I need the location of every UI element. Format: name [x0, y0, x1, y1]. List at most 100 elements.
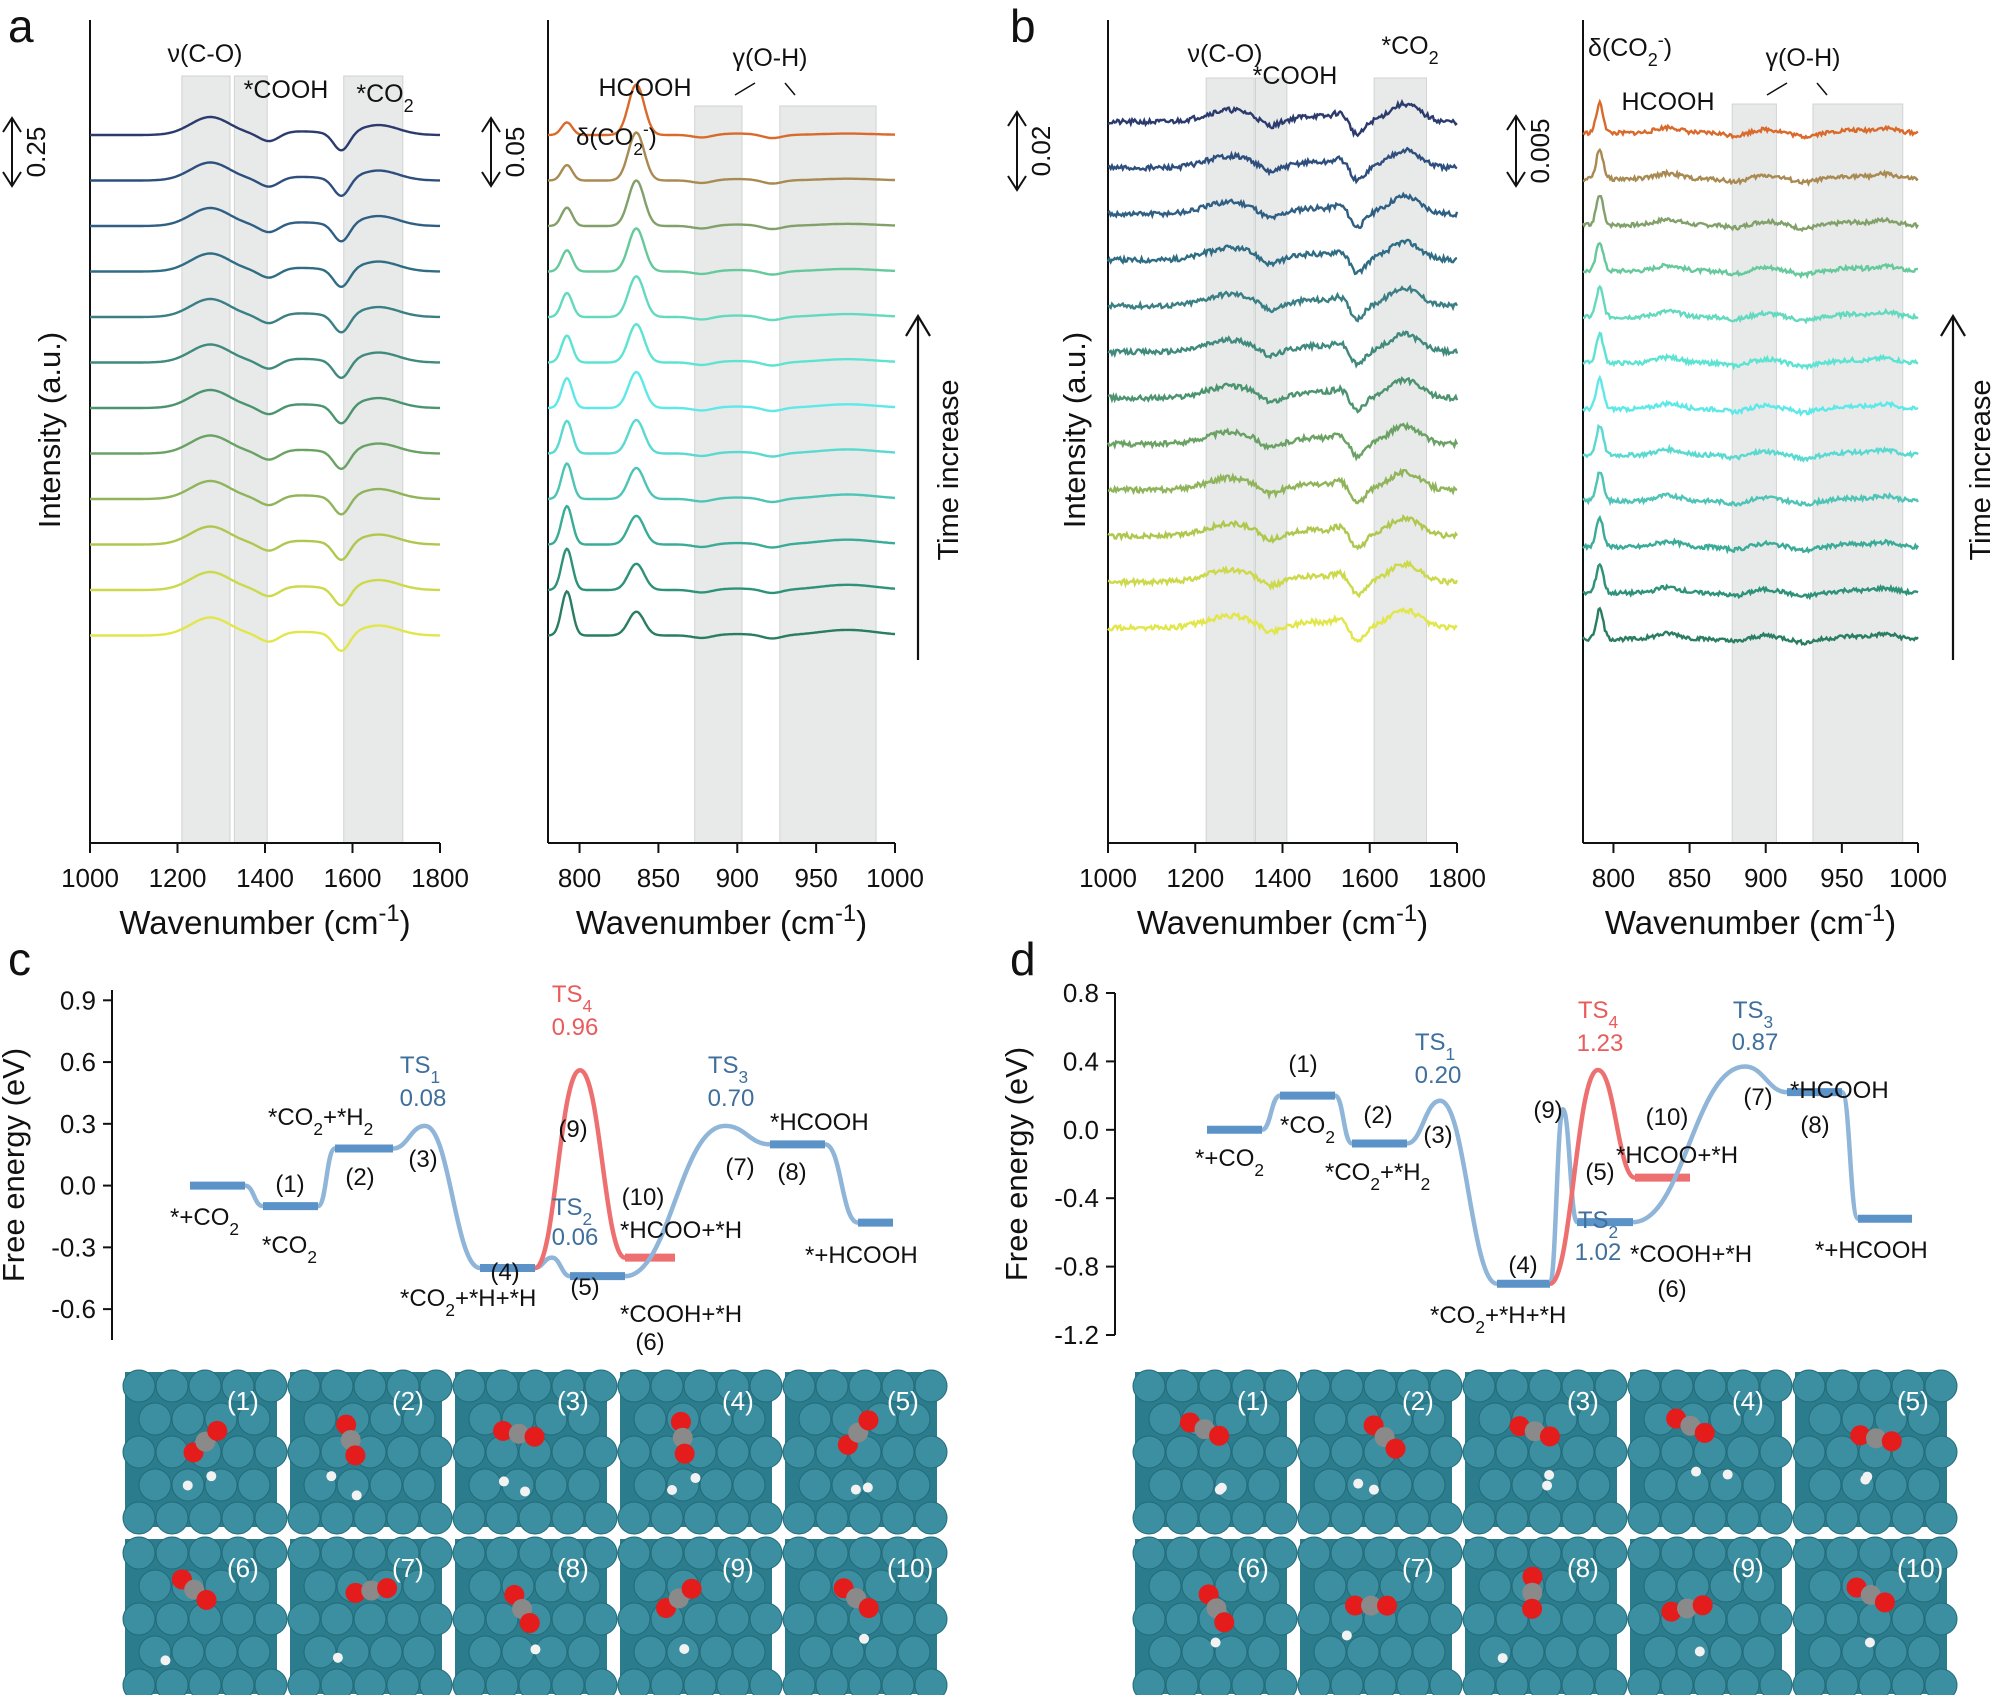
slab-atom	[815, 1536, 849, 1570]
x-axis-label-part: Wavenumber (cm	[1605, 904, 1864, 941]
slab-atom	[567, 1468, 601, 1502]
spectrum-line-2	[1107, 146, 1458, 185]
slab-atom	[815, 1501, 849, 1535]
slab-atom	[402, 1468, 436, 1502]
structure-label-4: (4)	[722, 1386, 754, 1416]
state-label-s6: *COOH+*H	[620, 1301, 742, 1328]
slab-atom	[485, 1602, 519, 1636]
slab-atom	[1148, 1635, 1182, 1669]
spectrum-line-12	[1582, 606, 1919, 646]
slab-atom	[1759, 1369, 1793, 1403]
spectrum-line-3	[90, 206, 440, 243]
structure-label-7: (7)	[1402, 1553, 1434, 1583]
hydrogen-atom	[1368, 1484, 1379, 1495]
scale-bar-label: 0.25	[21, 127, 51, 178]
slab-atom	[518, 1668, 552, 1695]
state-num-6: (6)	[1657, 1276, 1686, 1303]
slab-atom	[1561, 1602, 1595, 1636]
slab-atom	[1891, 1501, 1925, 1535]
slab-atom	[1792, 1668, 1826, 1695]
structure-label-10: (10)	[887, 1553, 933, 1583]
y-axis-label: Intensity (a.u.)	[1057, 332, 1092, 528]
slab-atom	[402, 1569, 436, 1603]
state-label-s2-part: *CO	[1325, 1159, 1370, 1186]
slab-atom	[122, 1501, 156, 1535]
state-label-s1-part: 2	[307, 1247, 317, 1267]
spectrum-line-3	[1581, 194, 1920, 233]
structure-label-3: (3)	[557, 1386, 589, 1416]
slab-atom	[1709, 1635, 1743, 1669]
state-label-s10: *HCOO+*H	[620, 1217, 742, 1244]
slab-atom	[485, 1369, 519, 1403]
hydrogen-atom	[1542, 1480, 1553, 1491]
carbon-atom	[1866, 1428, 1887, 1449]
slab-atom	[1693, 1369, 1727, 1403]
spectrum-line-12	[1107, 606, 1458, 644]
slab-atom	[749, 1501, 783, 1535]
slab-atom	[221, 1435, 255, 1469]
structure-label-10: (10)	[1897, 1553, 1943, 1583]
slab-atom	[1379, 1635, 1413, 1669]
structure-label-5: (5)	[1897, 1386, 1929, 1416]
slab-atom	[683, 1602, 717, 1636]
state-label-s1-part: *CO	[1280, 1112, 1325, 1139]
slab-atom	[1462, 1435, 1496, 1469]
state-label-s1: *CO2	[262, 1232, 317, 1267]
ts4-label-part: TS	[552, 981, 583, 1008]
slab-atom	[1511, 1635, 1545, 1669]
spectrum-line-6	[1107, 330, 1459, 369]
slab-atom	[1396, 1668, 1430, 1695]
slab-atom	[914, 1536, 948, 1570]
slab-atom	[1297, 1501, 1331, 1535]
slab-atom	[534, 1635, 568, 1669]
slab-atom	[1330, 1501, 1364, 1535]
hydrogen-atom	[859, 1633, 870, 1644]
x-tick-label: 1000	[1889, 863, 1947, 893]
slab-atom	[782, 1602, 816, 1636]
x-axis-label-part: )	[856, 904, 867, 941]
barrier-2	[1632, 1064, 1788, 1225]
slab-atom	[798, 1635, 832, 1669]
spectrum-line-11	[1582, 562, 1919, 601]
spectrum-line-8	[1106, 421, 1459, 462]
slab-atom	[1363, 1536, 1397, 1570]
spectrum-line-11	[90, 570, 440, 607]
slab-atom	[1214, 1635, 1248, 1669]
oxygen-atom	[1522, 1566, 1543, 1587]
structure-label-9: (9)	[1732, 1553, 1764, 1583]
slab-atom	[782, 1369, 816, 1403]
slab-atom	[1247, 1635, 1281, 1669]
spectrum-line-8	[90, 434, 440, 471]
spectrum-line-12	[90, 616, 440, 653]
slab-atom	[1412, 1468, 1446, 1502]
slab-atom	[1198, 1501, 1232, 1535]
slab-atom	[914, 1501, 948, 1535]
slab-atom	[716, 1435, 750, 1469]
slab-atom	[584, 1602, 618, 1636]
structure-tile-1: (1)	[122, 1369, 288, 1535]
state-label-s2-part: +*H	[323, 1104, 364, 1131]
hydrogen-atom	[520, 1486, 531, 1497]
slab-atom	[254, 1602, 288, 1636]
slab-atom	[1792, 1602, 1826, 1636]
oxygen-atom	[1694, 1422, 1715, 1443]
slab-atom	[237, 1635, 271, 1669]
slab-atom	[584, 1369, 618, 1403]
slab-atom	[188, 1369, 222, 1403]
slab-atom	[815, 1369, 849, 1403]
slab-atom	[1742, 1569, 1776, 1603]
slab-atom	[815, 1668, 849, 1695]
oxygen-atom	[1522, 1598, 1543, 1619]
band-label-delta-co2-part: )	[1664, 34, 1672, 62]
spectrum-line-9	[90, 479, 440, 516]
slab-atom	[303, 1402, 337, 1436]
slab-atom	[1808, 1468, 1842, 1502]
x-tick-label: 900	[1744, 863, 1787, 893]
slab-atom	[1478, 1468, 1512, 1502]
slab-atom	[287, 1536, 321, 1570]
slab-atom	[1429, 1536, 1463, 1570]
hydrogen-atom	[1722, 1469, 1733, 1480]
hydrogen-atom	[160, 1655, 171, 1666]
spectrum-line-10	[1582, 514, 1920, 555]
structure-tile-9: (9)	[617, 1536, 783, 1695]
